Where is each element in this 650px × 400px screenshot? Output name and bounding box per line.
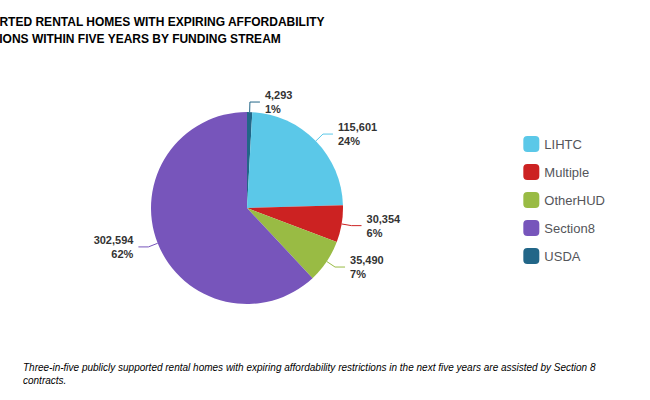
svg-text:24%: 24% — [338, 135, 360, 147]
svg-text:RESTRICTIONS WITHIN FIVE YEARS: RESTRICTIONS WITHIN FIVE YEARS BY FUNDIN… — [0, 32, 281, 46]
svg-text:PUBLICLY SUPPORTED RENTAL HOME: PUBLICLY SUPPORTED RENTAL HOMES WITH EXP… — [0, 15, 325, 29]
svg-text:Multiple: Multiple — [544, 165, 589, 180]
svg-text:6%: 6% — [367, 227, 383, 239]
svg-text:62%: 62% — [111, 248, 133, 260]
svg-text:115,601: 115,601 — [338, 121, 377, 133]
svg-text:Section8: Section8 — [544, 221, 595, 236]
svg-text:Three-in-five publicly support: Three-in-five publicly supported rental … — [23, 362, 598, 373]
svg-text:302,594: 302,594 — [94, 234, 135, 246]
svg-text:35,490: 35,490 — [350, 254, 384, 266]
svg-text:4,293: 4,293 — [265, 89, 293, 101]
svg-text:30,354: 30,354 — [367, 213, 402, 225]
svg-text:LIHTC: LIHTC — [544, 137, 582, 152]
svg-text:OtherHUD: OtherHUD — [544, 193, 605, 208]
svg-text:contracts.: contracts. — [23, 375, 66, 386]
svg-text:1%: 1% — [265, 103, 281, 115]
svg-text:7%: 7% — [350, 268, 366, 280]
svg-text:USDA: USDA — [544, 249, 580, 264]
